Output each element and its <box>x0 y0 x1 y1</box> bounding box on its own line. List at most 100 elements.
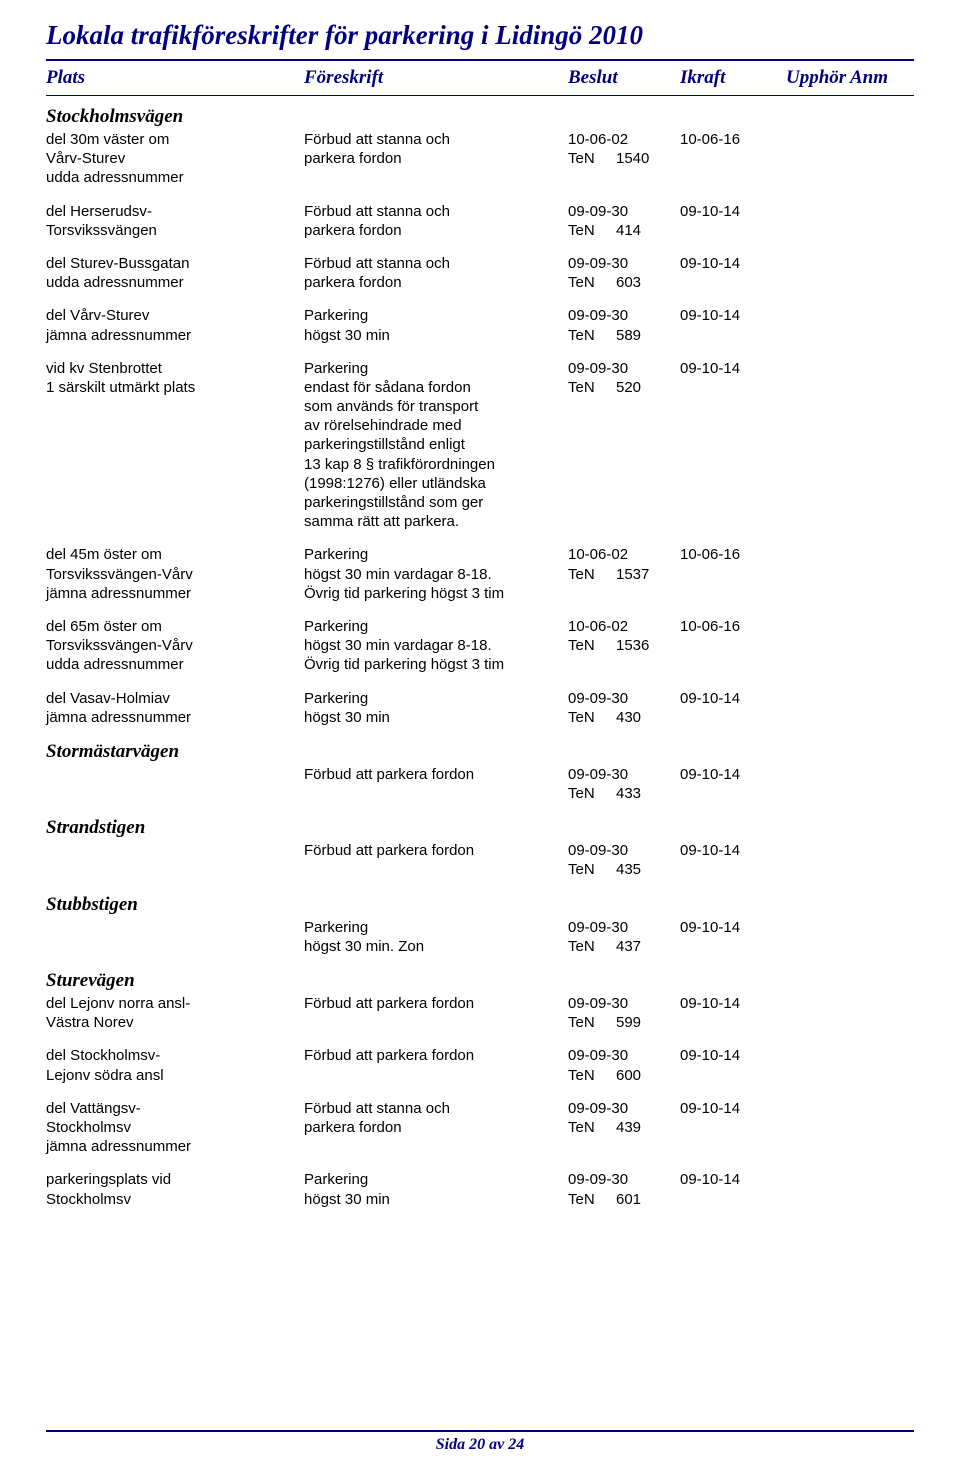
entry-foreskrift: Parkering högst 30 min <box>304 1170 568 1208</box>
regulation-entry: del 65m öster om Torsvikssvängen-Vårv ud… <box>46 617 914 675</box>
entry-beslut-ten: TeN430 <box>568 708 680 727</box>
entry-foreskrift: Förbud att parkera fordon <box>304 1046 568 1084</box>
entry-ikraft: 10-06-16 <box>680 617 786 675</box>
entry-upphor <box>786 1170 850 1208</box>
entry-beslut-ten: TeN439 <box>568 1118 680 1137</box>
ten-label: TeN <box>568 149 616 168</box>
entry-foreskrift: Parkering högst 30 min <box>304 306 568 344</box>
footer-text: Sida 20 av 24 <box>46 1436 914 1454</box>
entry-beslut-date: 10-06-02 <box>568 617 680 636</box>
entry-ikraft: 09-10-14 <box>680 841 786 879</box>
entry-upphor <box>786 617 850 675</box>
ten-value: 414 <box>616 221 641 240</box>
regulation-entry: del Stockholmsv- Lejonv södra anslFörbud… <box>46 1046 914 1084</box>
ten-label: TeN <box>568 378 616 397</box>
ten-value: 603 <box>616 273 641 292</box>
entry-foreskrift: Parkering högst 30 min vardagar 8-18. Öv… <box>304 617 568 675</box>
entry-beslut: 09-09-30TeN437 <box>568 918 680 956</box>
entry-plats: del Lejonv norra ansl- Västra Norev <box>46 994 304 1032</box>
ten-value: 430 <box>616 708 641 727</box>
ten-value: 1536 <box>616 636 649 655</box>
entry-beslut-ten: TeN600 <box>568 1066 680 1085</box>
entry-upphor <box>786 689 850 727</box>
entry-anm <box>850 1099 900 1157</box>
entry-beslut: 10-06-02TeN1540 <box>568 130 680 188</box>
entry-upphor <box>786 1046 850 1084</box>
ten-value: 435 <box>616 860 641 879</box>
entry-beslut-ten: TeN601 <box>568 1190 680 1209</box>
ten-value: 1540 <box>616 149 649 168</box>
regulation-entry: del Vattängsv- Stockholmsv jämna adressn… <box>46 1099 914 1157</box>
entry-plats: del Sturev-Bussgatan udda adressnummer <box>46 254 304 292</box>
entry-foreskrift: Förbud att stanna och parkera fordon <box>304 202 568 240</box>
entry-beslut-date: 10-06-02 <box>568 545 680 564</box>
entry-beslut-ten: TeN603 <box>568 273 680 292</box>
entry-beslut-ten: TeN599 <box>568 1013 680 1032</box>
entry-upphor <box>786 765 850 803</box>
entry-beslut: 09-09-30TeN414 <box>568 202 680 240</box>
entry-plats <box>46 918 304 956</box>
entry-ikraft: 09-10-14 <box>680 1170 786 1208</box>
entry-beslut-ten: TeN414 <box>568 221 680 240</box>
entry-beslut: 10-06-02TeN1536 <box>568 617 680 675</box>
ten-label: TeN <box>568 1013 616 1032</box>
entry-beslut-date: 09-09-30 <box>568 306 680 325</box>
regulation-entry: parkeringsplats vid StockholmsvParkering… <box>46 1170 914 1208</box>
entry-beslut-ten: TeN589 <box>568 326 680 345</box>
entry-plats: del Vattängsv- Stockholmsv jämna adressn… <box>46 1099 304 1157</box>
entry-anm <box>850 359 900 532</box>
regulation-entry: del 45m öster om Torsvikssvängen-Vårv jä… <box>46 545 914 603</box>
header-ikraft: Ikraft <box>680 67 786 89</box>
entry-foreskrift: Förbud att parkera fordon <box>304 765 568 803</box>
header-plats: Plats <box>46 67 304 89</box>
entry-foreskrift: Parkering endast för sådana fordon som a… <box>304 359 568 532</box>
entry-upphor <box>786 918 850 956</box>
entry-plats: del Stockholmsv- Lejonv södra ansl <box>46 1046 304 1084</box>
entry-plats <box>46 765 304 803</box>
entry-plats: del Vasav-Holmiav jämna adressnummer <box>46 689 304 727</box>
entry-beslut-date: 09-09-30 <box>568 1046 680 1065</box>
ten-label: TeN <box>568 784 616 803</box>
entry-plats: del 65m öster om Torsvikssvängen-Vårv ud… <box>46 617 304 675</box>
entry-beslut-ten: TeN437 <box>568 937 680 956</box>
header-beslut: Beslut <box>568 67 680 89</box>
entry-beslut-ten: TeN1536 <box>568 636 680 655</box>
ten-label: TeN <box>568 326 616 345</box>
header-rule <box>46 95 914 96</box>
entry-anm <box>850 918 900 956</box>
entry-foreskrift: Förbud att stanna och parkera fordon <box>304 130 568 188</box>
ten-value: 600 <box>616 1066 641 1085</box>
regulation-entry: Parkering högst 30 min. Zon09-09-30TeN43… <box>46 918 914 956</box>
column-headers: Plats Föreskrift Beslut Ikraft Upphör An… <box>46 67 914 89</box>
entry-foreskrift: Parkering högst 30 min. Zon <box>304 918 568 956</box>
entry-beslut-date: 09-09-30 <box>568 254 680 273</box>
entry-anm <box>850 617 900 675</box>
entry-ikraft: 09-10-14 <box>680 689 786 727</box>
ten-label: TeN <box>568 221 616 240</box>
entry-beslut-ten: TeN1540 <box>568 149 680 168</box>
entry-plats: vid kv Stenbrottet 1 särskilt utmärkt pl… <box>46 359 304 532</box>
regulation-entry: Förbud att parkera fordon09-09-30TeN4330… <box>46 765 914 803</box>
entry-ikraft: 09-10-14 <box>680 994 786 1032</box>
entry-beslut-ten: TeN520 <box>568 378 680 397</box>
header-anm: Anm <box>850 67 900 89</box>
entry-ikraft: 09-10-14 <box>680 1046 786 1084</box>
ten-value: 1537 <box>616 565 649 584</box>
ten-label: TeN <box>568 1066 616 1085</box>
entry-beslut: 09-09-30TeN439 <box>568 1099 680 1157</box>
entry-foreskrift: Förbud att stanna och parkera fordon <box>304 1099 568 1157</box>
ten-value: 589 <box>616 326 641 345</box>
ten-value: 439 <box>616 1118 641 1137</box>
entry-plats: del Vårv-Sturev jämna adressnummer <box>46 306 304 344</box>
footer-rule <box>46 1430 914 1432</box>
entry-beslut-date: 09-09-30 <box>568 1099 680 1118</box>
entry-upphor <box>786 254 850 292</box>
entry-beslut-date: 09-09-30 <box>568 689 680 708</box>
entry-beslut: 09-09-30TeN601 <box>568 1170 680 1208</box>
entry-ikraft: 09-10-14 <box>680 765 786 803</box>
ten-value: 599 <box>616 1013 641 1032</box>
entry-foreskrift: Förbud att parkera fordon <box>304 994 568 1032</box>
entry-anm <box>850 765 900 803</box>
entry-upphor <box>786 130 850 188</box>
entry-beslut-date: 09-09-30 <box>568 994 680 1013</box>
